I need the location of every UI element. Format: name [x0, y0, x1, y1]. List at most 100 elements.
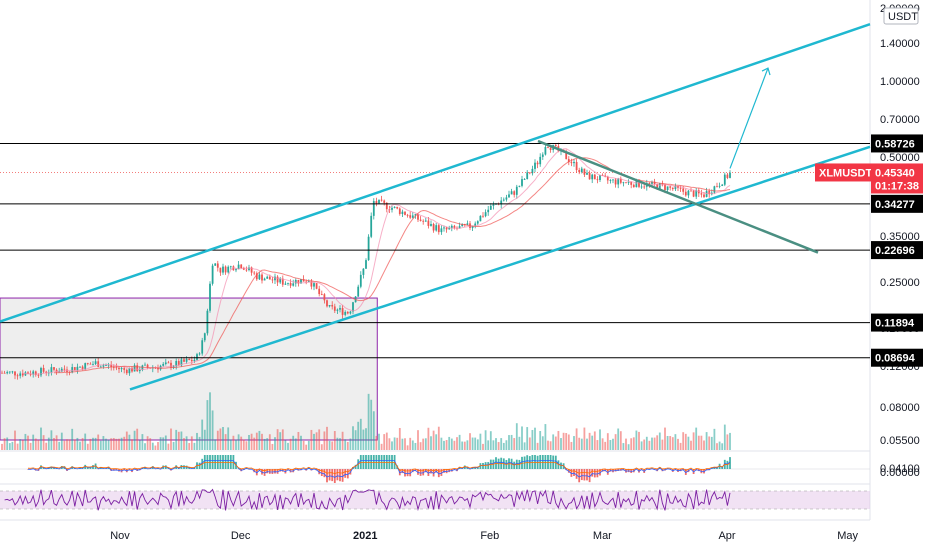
volume-bar — [339, 438, 341, 450]
candle — [570, 162, 573, 164]
volume-bar — [687, 436, 690, 450]
candle — [716, 186, 718, 188]
volume-bar — [617, 428, 620, 450]
price-tick-label: 0.35000 — [880, 231, 920, 243]
volume-bar — [224, 434, 227, 450]
macd-histogram-bar — [630, 469, 633, 473]
level-label-text: 0.11894 — [875, 318, 915, 330]
volume-bar — [196, 432, 198, 450]
macd-histogram-bar — [406, 469, 409, 477]
candle — [528, 172, 531, 174]
candle — [448, 227, 451, 230]
volume-bar — [419, 442, 422, 450]
volume-bar — [336, 437, 339, 450]
volume-bar — [541, 436, 544, 450]
candle — [11, 371, 14, 373]
candle — [721, 184, 724, 186]
candle — [726, 174, 729, 178]
candle — [622, 182, 625, 184]
volume-bar — [107, 439, 110, 450]
volume-bar — [518, 436, 521, 450]
volume-bar — [45, 442, 48, 450]
volume-bar — [99, 440, 102, 450]
macd-histogram-bar — [404, 469, 406, 477]
volume-bar — [578, 437, 581, 450]
macd-histogram-bar — [419, 469, 422, 476]
volume-bar — [287, 442, 289, 450]
volume-bar — [521, 426, 523, 450]
candle — [84, 363, 87, 370]
candle — [261, 274, 263, 281]
volume-bar — [300, 435, 302, 450]
volume-bar — [11, 441, 14, 450]
candle — [219, 267, 222, 273]
volume-bar — [102, 436, 105, 450]
candle — [471, 225, 474, 228]
currency-badge-box — [883, 7, 919, 25]
candle — [224, 266, 227, 273]
candle — [177, 361, 180, 366]
candle — [45, 371, 48, 373]
candle — [372, 201, 375, 216]
macd-histogram-bar — [578, 469, 581, 483]
candle — [136, 365, 139, 372]
candle — [619, 178, 622, 183]
candle — [292, 283, 295, 286]
volume-bar — [125, 431, 128, 450]
volume-bar — [487, 440, 490, 450]
candle — [437, 225, 440, 233]
volume-bar — [604, 441, 607, 450]
candle — [578, 170, 581, 173]
candle — [526, 172, 529, 180]
macd-histogram-bar — [445, 469, 448, 474]
candle — [253, 272, 256, 274]
volume-bar — [635, 430, 638, 450]
volume-bar — [294, 438, 297, 450]
candle — [281, 278, 284, 285]
candle — [640, 186, 643, 188]
candle — [266, 276, 269, 279]
candle — [97, 361, 100, 367]
volume-bar — [357, 421, 360, 450]
candle — [188, 359, 191, 360]
candle — [92, 363, 94, 365]
volume-bar — [718, 441, 721, 450]
candle — [203, 333, 206, 341]
volume-bar — [534, 427, 536, 450]
volume-bar — [443, 440, 445, 450]
volume-bar — [320, 444, 323, 450]
candle — [206, 310, 209, 334]
time-tick-label: 2021 — [353, 530, 377, 542]
candle — [461, 223, 464, 227]
candle — [593, 174, 596, 180]
currency-badge-text: USDT — [888, 11, 918, 23]
candle — [237, 264, 240, 270]
candle — [318, 288, 321, 295]
candle — [112, 367, 115, 368]
volume-bar — [292, 435, 295, 450]
level-label-text: 0.08694 — [875, 353, 916, 365]
candle — [627, 182, 630, 183]
volume-bar — [513, 438, 516, 450]
candle — [430, 224, 432, 226]
volume-bar — [461, 441, 464, 450]
volume-bar — [435, 434, 438, 450]
candle — [34, 371, 37, 375]
macd-histogram-bar — [331, 469, 334, 482]
volume-bar — [697, 435, 700, 450]
candle — [479, 215, 482, 222]
volume-bar — [560, 438, 562, 450]
macd-histogram-bar — [596, 469, 599, 478]
candle — [274, 276, 276, 281]
candle — [310, 281, 313, 287]
volume-bar — [627, 444, 630, 450]
volume-bar — [684, 433, 687, 450]
macd-histogram-bar — [591, 469, 594, 477]
volume-bar — [716, 443, 718, 450]
volume-bar — [409, 437, 412, 450]
level-label-text: 0.34277 — [875, 199, 915, 211]
candle — [729, 172, 731, 178]
volume-bar — [414, 442, 417, 450]
volume-bar — [86, 443, 89, 450]
